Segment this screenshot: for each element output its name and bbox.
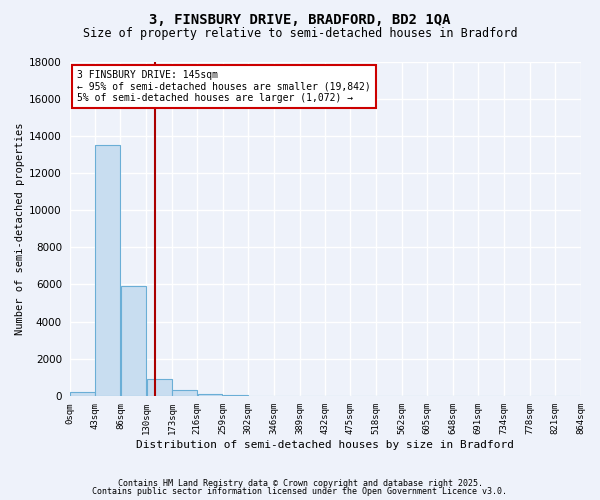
Y-axis label: Number of semi-detached properties: Number of semi-detached properties <box>15 122 25 335</box>
Text: 3, FINSBURY DRIVE, BRADFORD, BD2 1QA: 3, FINSBURY DRIVE, BRADFORD, BD2 1QA <box>149 12 451 26</box>
X-axis label: Distribution of semi-detached houses by size in Bradford: Distribution of semi-detached houses by … <box>136 440 514 450</box>
Text: Contains public sector information licensed under the Open Government Licence v3: Contains public sector information licen… <box>92 487 508 496</box>
Bar <box>146 379 172 396</box>
Bar <box>121 286 146 396</box>
Bar <box>172 390 197 396</box>
Bar <box>197 394 223 396</box>
Bar <box>223 395 248 396</box>
Text: Contains HM Land Registry data © Crown copyright and database right 2025.: Contains HM Land Registry data © Crown c… <box>118 478 482 488</box>
Bar <box>95 145 120 396</box>
Text: Size of property relative to semi-detached houses in Bradford: Size of property relative to semi-detach… <box>83 28 517 40</box>
Bar <box>70 392 95 396</box>
Text: 3 FINSBURY DRIVE: 145sqm
← 95% of semi-detached houses are smaller (19,842)
5% o: 3 FINSBURY DRIVE: 145sqm ← 95% of semi-d… <box>77 70 371 103</box>
